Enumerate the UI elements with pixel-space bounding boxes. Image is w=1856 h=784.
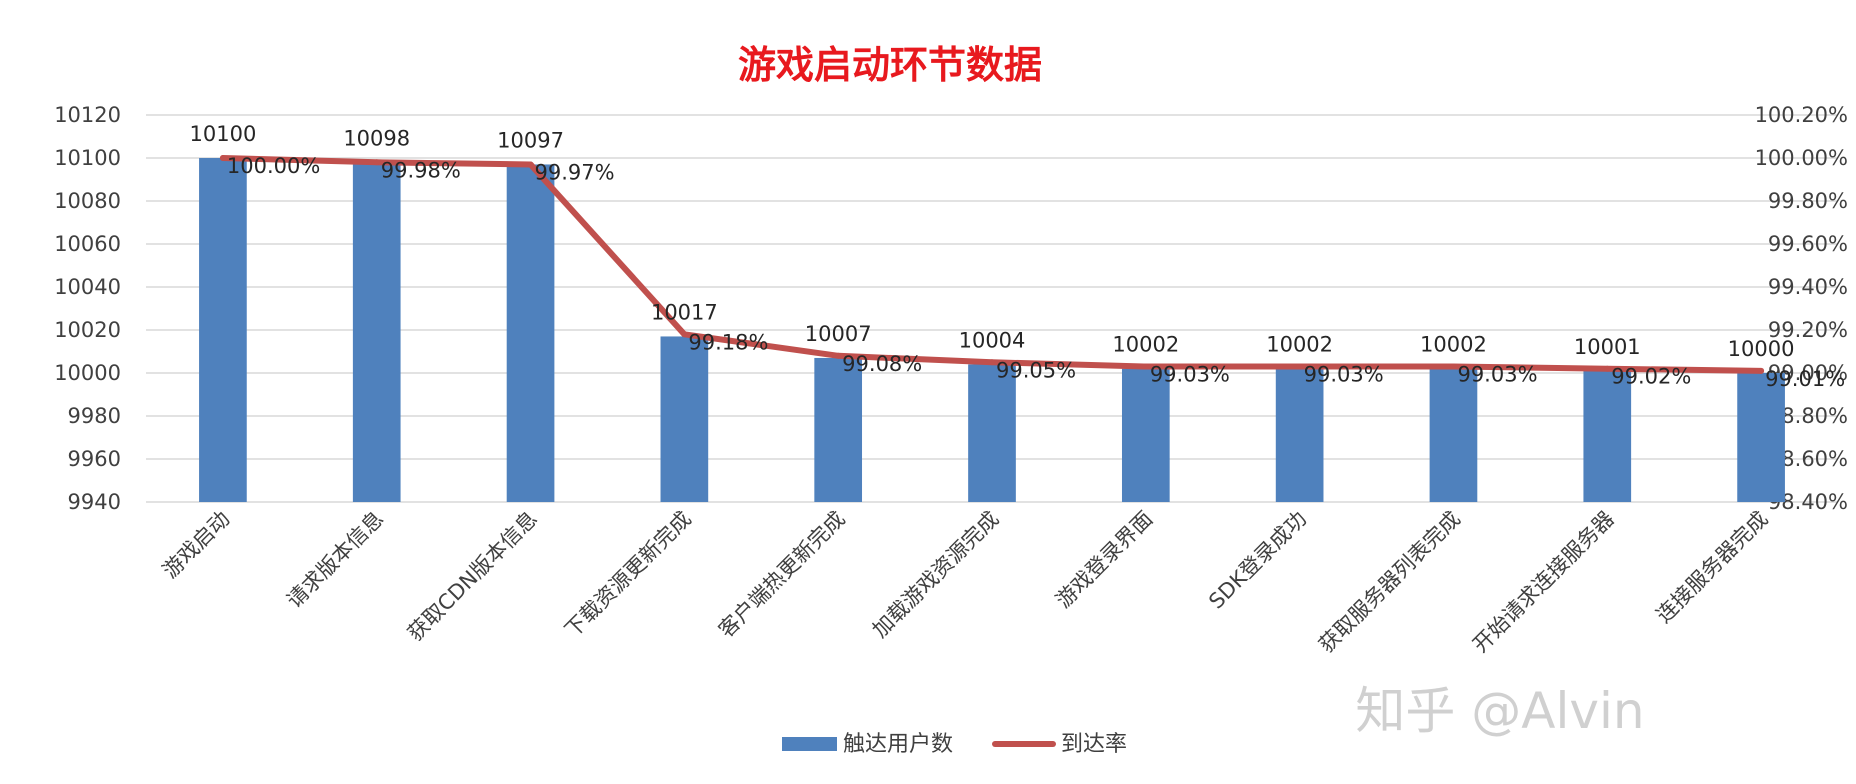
bar-value-label: 10017 — [651, 300, 718, 324]
line-point — [219, 155, 226, 161]
bar — [1429, 368, 1478, 502]
line-value-label: 99.02% — [1611, 365, 1691, 389]
data-labels: 10100 10098 10097 10017 10007 10004 10002 10002… — [190, 122, 1846, 391]
bar — [506, 164, 555, 502]
bar-value-label: 10004 — [959, 328, 1026, 352]
legend: 触达用户数 到达率 — [782, 732, 1127, 757]
line-value-label: 99.03% — [1150, 363, 1230, 387]
category-label: 客户端热更新完成 — [714, 507, 850, 643]
category-label: 获取CDN版本信息 — [403, 507, 542, 646]
left-tick-label: 10040 — [54, 275, 121, 299]
right-tick-label: 100.20% — [1755, 103, 1848, 127]
category-label: SDK登录成功 — [1204, 507, 1311, 614]
line-value-label: 99.98% — [381, 158, 461, 182]
category-label: 获取服务器列表完成 — [1314, 507, 1465, 658]
bar-series — [199, 158, 1785, 503]
legend-bar-label: 触达用户数 — [843, 732, 953, 757]
bar — [1275, 368, 1324, 502]
legend-line-label: 到达率 — [1061, 732, 1127, 757]
chart-title: 游戏启动环节数据 — [738, 42, 1042, 87]
line-point — [1296, 363, 1303, 370]
bar-value-label: 10100 — [190, 122, 257, 146]
bar-value-label: 10002 — [1266, 333, 1333, 357]
line-value-label: 99.08% — [842, 352, 922, 376]
bar — [968, 364, 1016, 502]
category-label: 请求版本信息 — [282, 507, 388, 613]
watermark: 知乎 @Alvin — [1355, 682, 1644, 740]
line-point — [681, 331, 688, 338]
line-value-label: 99.97% — [535, 160, 615, 184]
legend-bar-swatch — [782, 737, 837, 751]
category-label: 游戏启动 — [158, 507, 234, 583]
line-point — [989, 359, 995, 366]
bar — [1583, 370, 1632, 502]
left-tick-label: 10080 — [54, 189, 121, 213]
category-label: 加载游戏资源完成 — [868, 507, 1004, 643]
line-point — [1142, 363, 1149, 370]
right-tick-label: 100.00% — [1755, 146, 1848, 170]
line-series — [219, 155, 1765, 374]
bar — [199, 158, 247, 502]
left-tick-label: 10120 — [54, 103, 121, 127]
line-value-label: 99.01% — [1765, 367, 1845, 391]
left-tick-label: 10100 — [54, 146, 121, 170]
bar — [1737, 373, 1785, 502]
bar — [660, 336, 709, 502]
line-value-label: 99.18% — [688, 330, 768, 354]
line-point — [1450, 363, 1457, 370]
right-tick-label: 99.20% — [1768, 318, 1848, 342]
left-tick-label: 9980 — [68, 404, 121, 428]
bar-value-label: 10007 — [805, 322, 872, 346]
line-value-label: 99.05% — [996, 358, 1076, 382]
right-tick-label: 99.80% — [1768, 189, 1848, 213]
bar — [352, 162, 401, 503]
category-label: 游戏登录界面 — [1051, 507, 1157, 613]
bar-value-label: 10001 — [1574, 335, 1641, 359]
bar-value-label: 10002 — [1420, 333, 1487, 357]
left-tick-label: 9940 — [68, 490, 121, 514]
line-value-label: 99.03% — [1457, 363, 1537, 387]
bar-value-label: 10097 — [497, 128, 564, 152]
right-axis: 100.20% 100.00% 99.80% 99.60% 99.40% 99.20% 99… — [1755, 103, 1848, 514]
left-tick-label: 10060 — [54, 232, 121, 256]
bar — [1121, 368, 1170, 502]
line-point — [835, 352, 842, 359]
category-label: 连接服务器完成 — [1652, 507, 1773, 628]
right-tick-label: 99.40% — [1768, 275, 1848, 299]
left-axis: 10120 10100 10080 10060 10040 10020 10000 9980 9… — [54, 103, 121, 514]
bar-value-label: 10000 — [1728, 337, 1795, 361]
line-point — [373, 159, 380, 166]
bar — [814, 357, 863, 502]
line-point — [1758, 367, 1765, 374]
bar-value-label: 10002 — [1112, 333, 1179, 357]
category-labels: 游戏启动 请求版本信息 获取CDN版本信息 下载资源更新完成 客户端热更新完成 加载游戏资… — [158, 507, 1773, 658]
right-tick-label: 99.60% — [1768, 232, 1848, 256]
line-point — [527, 161, 534, 168]
category-label: 下载资源更新完成 — [560, 507, 696, 643]
line-value-label: 99.03% — [1304, 363, 1384, 387]
bar-value-label: 10098 — [343, 126, 410, 150]
left-tick-label: 10020 — [54, 318, 121, 342]
left-tick-label: 10000 — [54, 361, 121, 385]
category-label: 开始请求连接服务器 — [1468, 507, 1619, 658]
left-tick-label: 9960 — [68, 447, 121, 471]
line-point — [1604, 365, 1611, 372]
line-value-label: 100.00% — [227, 154, 320, 178]
